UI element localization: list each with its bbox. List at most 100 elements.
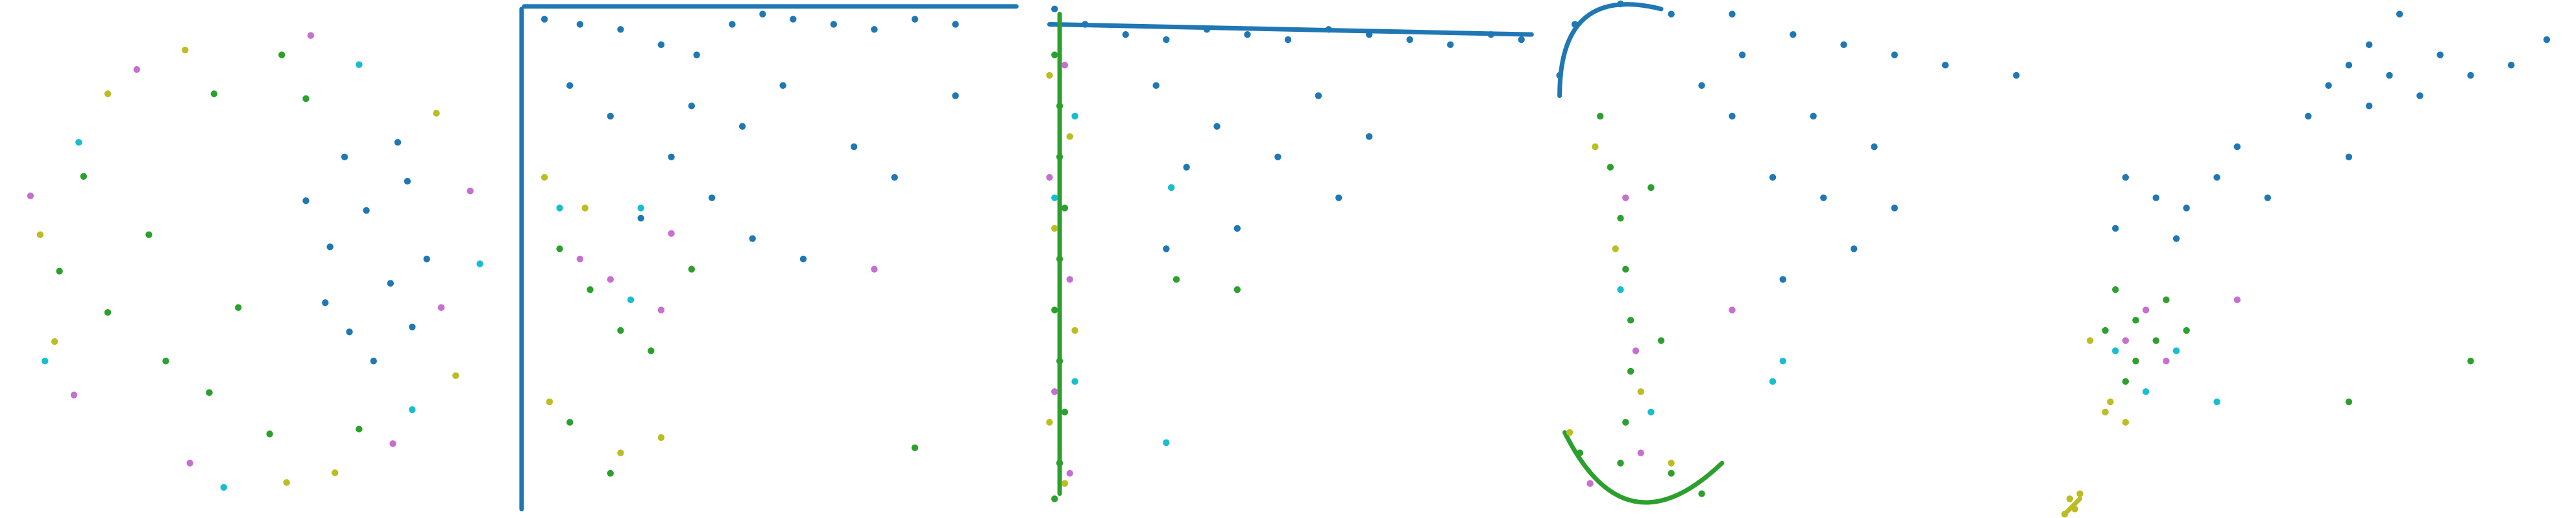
point-p2-s1-7 [759, 10, 766, 18]
point-p5-s1-1 [2325, 82, 2332, 89]
point-p1-s3-8 [331, 469, 339, 476]
point-p3-s5-4 [1167, 184, 1175, 191]
point-p1-s4-5 [186, 460, 193, 467]
point-p3-s1-16 [1274, 153, 1282, 160]
point-p3-s3-1 [1046, 71, 1053, 79]
point-p1-s3-2 [104, 90, 112, 97]
point-p4-s2-12 [1647, 184, 1655, 191]
point-p4-s5-2 [1647, 408, 1655, 415]
point-p2-s1-15 [708, 194, 716, 201]
point-p1-s1-9 [322, 299, 329, 306]
point-p4-s2-9 [1576, 449, 1584, 456]
point-p4-s1-11 [1729, 112, 1736, 120]
point-p4-s1-10 [2013, 71, 2020, 79]
point-p5-s2-10 [2467, 358, 2474, 365]
point-p2-s1-23 [688, 103, 696, 110]
point-p1-s2-9 [235, 304, 242, 312]
point-p3-s5-5 [1163, 439, 1170, 447]
point-p4-s4-3 [1637, 449, 1644, 456]
point-p3-s1-7 [1284, 36, 1292, 43]
point-p2-s1-9 [830, 21, 838, 28]
point-p2-s1-17 [799, 255, 807, 263]
point-p3-s1-6 [1244, 31, 1251, 38]
point-p4-s2-2 [1607, 164, 1614, 171]
point-p3-s5-1 [1071, 112, 1078, 120]
point-p4-s2-8 [1617, 460, 1624, 467]
point-p4-s1-19 [1810, 112, 1817, 120]
point-p2-s2-4 [648, 347, 655, 354]
point-p1-s5-6 [42, 358, 49, 365]
point-p2-s1-20 [566, 82, 574, 89]
point-p5-s2-4 [2132, 358, 2139, 365]
point-p5-s5-1 [2172, 347, 2180, 354]
point-p1-s4-4 [467, 188, 474, 195]
point-p5-s1-15 [2122, 174, 2130, 181]
point-p3-s2-7 [1056, 358, 1063, 365]
point-p5-s3-2 [2071, 505, 2078, 513]
point-p2-s2-7 [566, 419, 574, 426]
point-p4-s2-13 [1657, 337, 1665, 344]
point-p4-s1-13 [1820, 194, 1827, 201]
point-p2-s2-1 [556, 245, 563, 253]
point-p4-s1-9 [1941, 62, 1949, 69]
point-p3-s3-4 [1071, 327, 1078, 334]
point-p1-s1-1 [326, 243, 334, 251]
point-p2-s2-8 [607, 469, 614, 477]
point-p5-s4-3 [2122, 337, 2130, 344]
point-p2-s1-22 [779, 82, 786, 89]
point-p5-s3-5 [2086, 337, 2094, 344]
point-p3-s4-3 [1066, 276, 1073, 283]
point-p1-s1-11 [341, 153, 348, 160]
point-p1-s2-6 [210, 90, 218, 97]
point-p3-s1-14 [1152, 82, 1160, 89]
point-p4-s2-5 [1627, 317, 1634, 324]
point-p5-s4-2 [2163, 358, 2170, 365]
point-p1-s1-4 [346, 328, 353, 336]
point-p5-s4-1 [2142, 306, 2150, 314]
point-p3-s1-15 [1213, 123, 1221, 130]
point-p5-s2-5 [2102, 327, 2109, 334]
point-p1-s2-8 [162, 358, 169, 365]
point-p3-s1-3 [1122, 31, 1129, 38]
point-p5-s3-4 [2061, 510, 2069, 518]
point-p2-s3-4 [617, 449, 624, 456]
point-p4-s1-7 [1840, 41, 1847, 49]
point-p5-s3-6 [2107, 398, 2114, 406]
point-p3-s1-8 [1325, 26, 1332, 33]
point-p2-s1-25 [952, 92, 959, 99]
point-p5-s1-8 [2436, 51, 2444, 58]
point-p5-s2-1 [2112, 286, 2119, 293]
point-p4-s1-2 [1571, 21, 1579, 28]
point-p2-s5-2 [637, 204, 644, 212]
point-p1-s5-5 [476, 260, 483, 267]
point-p5-s3-3 [2076, 490, 2084, 497]
point-p5-s3-1 [2066, 495, 2074, 502]
point-p2-s1-14 [668, 153, 675, 160]
point-p5-s1-3 [2366, 41, 2373, 49]
point-p3-s4-2 [1046, 174, 1053, 181]
point-p4-s1-15 [1779, 276, 1786, 283]
point-p2-s1-19 [891, 174, 898, 181]
point-p1-s2-5 [80, 173, 88, 180]
point-p1-s4-2 [133, 66, 141, 73]
point-p5-s1-4 [2386, 71, 2393, 79]
point-p5-s3-8 [2102, 408, 2109, 415]
point-p2-s4-5 [607, 276, 614, 283]
point-p3-s1-19 [1183, 164, 1190, 171]
point-p2-s4-1 [576, 255, 584, 263]
point-p3-s1-2 [1082, 21, 1089, 28]
point-p4-s2-3 [1617, 214, 1624, 222]
point-p2-s2-3 [617, 327, 624, 334]
point-p2-s5-3 [556, 204, 563, 212]
point-p5-s5-2 [2112, 347, 2119, 354]
chart-panel-5 [2061, 10, 2551, 518]
point-p2-s1-5 [693, 51, 700, 58]
point-p5-s4-4 [2233, 296, 2241, 304]
point-p3-s1-1 [1051, 5, 1058, 13]
point-p4-s5-1 [1617, 286, 1624, 293]
point-p2-s1-4 [657, 41, 665, 49]
point-p3-s1-21 [1315, 92, 1322, 99]
point-p5-s2-9 [2345, 398, 2353, 406]
point-p1-s1-3 [387, 280, 395, 287]
point-p2-s1-8 [790, 16, 797, 23]
